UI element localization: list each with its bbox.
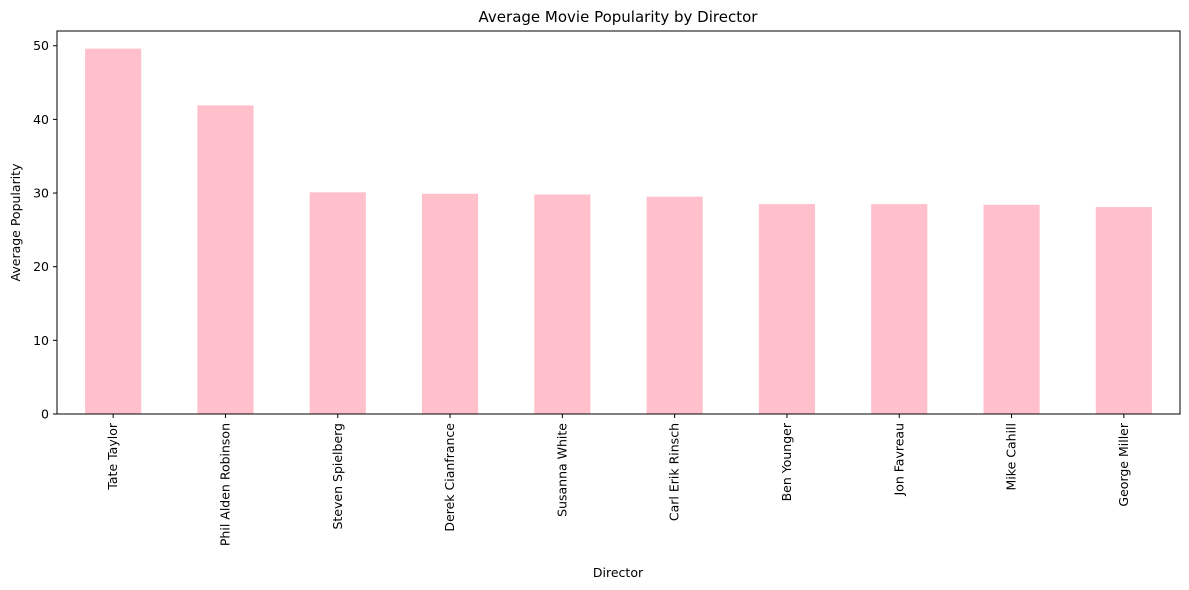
- bar-4: [534, 194, 591, 414]
- y-axis-ticks: 0 10 20 30 40 50: [33, 38, 57, 422]
- y-axis-title: Average Popularity: [8, 163, 23, 282]
- y-tick-label: 20: [33, 259, 49, 274]
- x-tick-label: Phil Alden Robinson: [217, 423, 232, 546]
- x-tick-label: Mike Cahill: [1004, 423, 1019, 490]
- x-axis-ticks: Tate Taylor Phil Alden Robinson Steven Spi…: [105, 414, 1131, 546]
- bar-6: [758, 204, 816, 414]
- y-tick-label: 0: [41, 407, 49, 422]
- bar-5: [646, 196, 703, 414]
- x-tick-label: Carl Erik Rinsch: [667, 423, 682, 521]
- bar-8: [983, 204, 1040, 414]
- x-tick-label: George Miller: [1116, 422, 1131, 506]
- y-tick-label: 50: [33, 38, 49, 53]
- plot-frame: [56, 30, 1181, 415]
- x-tick-label: Susanna White: [554, 423, 569, 517]
- bar-1: [197, 105, 254, 414]
- bars: [85, 48, 1152, 415]
- x-tick-label: Ben Younger: [779, 422, 794, 501]
- bar-9: [1095, 207, 1152, 414]
- chart-title: Average Movie Popularity by Director: [479, 8, 759, 26]
- x-tick-label: Tate Taylor: [105, 422, 120, 491]
- x-tick-label: Jon Favreau: [891, 423, 906, 496]
- y-tick-label: 30: [33, 186, 49, 201]
- bar-7: [871, 204, 928, 414]
- x-axis-title: Director: [593, 565, 644, 580]
- x-tick-label: Steven Spielberg: [330, 423, 345, 530]
- bar-2: [309, 192, 366, 414]
- y-tick-label: 10: [33, 333, 49, 348]
- y-tick-label: 40: [33, 112, 49, 127]
- bar-0: [85, 48, 142, 415]
- x-tick-label: Derek Cianfrance: [442, 423, 457, 532]
- bar-3: [421, 193, 479, 414]
